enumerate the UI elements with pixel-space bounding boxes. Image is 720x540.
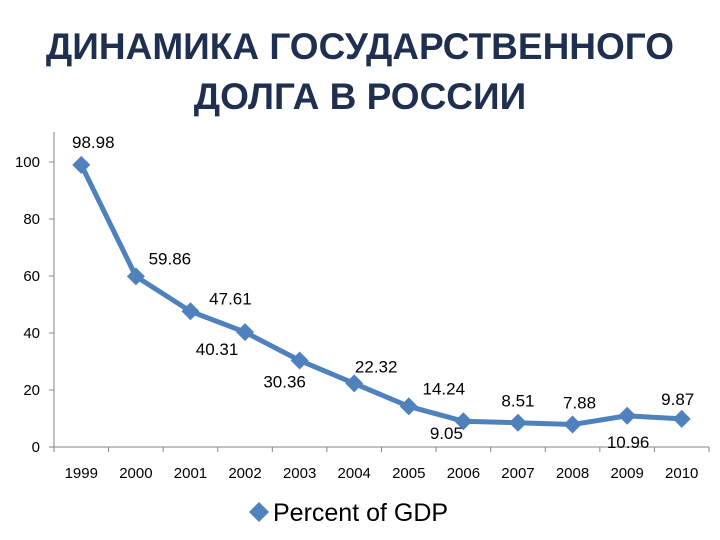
data-label: 9.05 [430,424,463,443]
legend-marker-icon [249,502,269,522]
data-point-marker [126,267,145,286]
x-tick-label: 1999 [65,465,98,482]
chart-title-line-2: ДОЛГА В РОССИИ [193,76,527,117]
legend-label: Percent of GDP [273,499,448,527]
x-tick-label: 2000 [119,465,152,482]
data-point-marker [399,397,418,416]
series-line [78,162,685,428]
data-point-marker [563,415,582,434]
data-label: 9.87 [661,390,694,409]
data-labels: 98.98 59.86 47.61 40.31 30.36 22.32 14.24 9.05 8… [72,133,694,452]
x-tick-label: 2003 [283,465,316,482]
x-tick-label: 2006 [447,465,480,482]
x-tick-label: 2008 [556,465,589,482]
x-tick-label: 2009 [610,465,643,482]
x-tick-label: 2010 [665,465,698,482]
x-tick-label: 2002 [228,465,261,482]
y-tick-label: 80 [23,211,40,228]
data-label: 30.36 [263,372,306,391]
data-label: 8.51 [501,392,534,411]
data-point-marker [290,351,309,370]
data-label: 98.98 [72,133,115,152]
chart-legend: Percent of GDP [249,499,448,527]
data-point-marker [72,155,91,174]
chart-axes: 0 20 40 60 80 100 1999 2000 2001 2002 2003 2004 2005… [15,132,710,482]
data-point-marker [345,374,364,393]
data-label: 22.32 [355,357,398,376]
data-label: 14.24 [423,379,466,398]
y-tick-label: 0 [32,439,40,456]
y-tick-label: 40 [23,325,40,342]
x-tick-label: 2005 [392,465,425,482]
data-point-marker [454,412,473,431]
data-label: 10.96 [607,433,650,452]
y-tick-label: 100 [15,154,40,171]
data-point-marker [236,323,255,342]
series-percent-of-gdp [72,155,691,434]
y-tick-label: 20 [23,382,40,399]
data-label: 40.31 [196,340,239,359]
x-tick-label: 2004 [338,465,371,482]
y-tick-label: 60 [23,268,40,285]
x-tick-label: 2007 [501,465,534,482]
data-point-marker [672,409,691,428]
data-label: 7.88 [563,394,596,413]
chart-title: ДИНАМИКА ГОСУДАРСТВЕННОГО ДОЛГА В РОССИИ [0,22,720,122]
data-point-marker [181,302,200,321]
chart-title-line-1: ДИНАМИКА ГОСУДАРСТВЕННОГО [45,26,675,67]
data-label: 59.86 [149,249,192,268]
x-tick-label: 2001 [174,465,207,482]
data-label: 47.61 [209,289,252,308]
data-point-marker [618,406,637,425]
data-point-marker [508,413,527,432]
